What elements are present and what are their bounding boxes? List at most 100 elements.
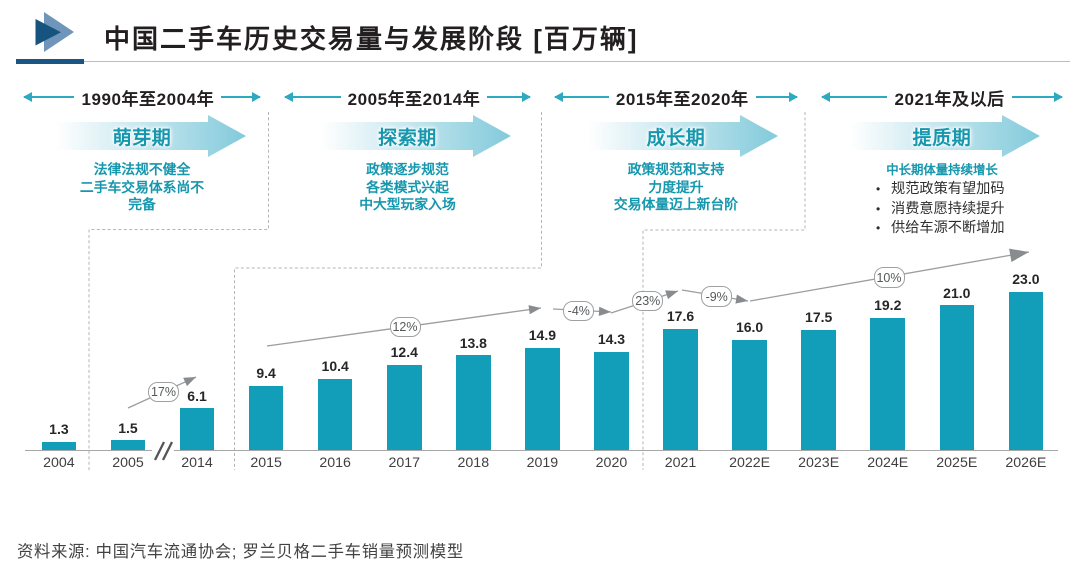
period-range-label: 2015年至2020年: [615, 89, 749, 109]
bar-value-label: 14.9: [528, 327, 556, 344]
bar-2025E: [939, 305, 975, 451]
left-arrow-icon: [554, 92, 609, 101]
bar-2017: [387, 364, 422, 451]
bar-value-label: 16.0: [735, 319, 764, 336]
period-range-label: 1990年至2004年: [81, 89, 215, 109]
trend-arrowhead-icon: [1009, 248, 1029, 262]
axis-break-icon: [152, 440, 174, 461]
stage-name: 探索期: [378, 128, 437, 149]
bar-2019: [525, 347, 560, 451]
source-note: 资料来源: 中国汽车流通协会; 罗兰贝格二手车销量预测模型: [17, 543, 464, 561]
bar-value-label: 23.0: [1012, 271, 1040, 288]
growth-rate-badge: -9%: [701, 286, 733, 307]
x-axis-label: 2023E: [798, 454, 840, 471]
growth-rate-badge: 17%: [148, 381, 179, 403]
bar-value-label: 1.5: [118, 419, 138, 436]
bar-2026E: [1008, 291, 1044, 451]
period-range-header: 2005年至2014年: [284, 86, 531, 109]
x-axis-label: 2016: [319, 454, 351, 471]
bar-2018: [456, 355, 491, 451]
right-arrow-icon: [755, 92, 799, 101]
x-axis-label: 2024E: [867, 454, 909, 471]
title-underline-accent: [16, 58, 84, 64]
stage-arrow-icon: [850, 115, 1040, 157]
left-arrow-icon: [820, 92, 888, 101]
x-axis-label: 2022E: [729, 454, 771, 471]
trend-arrowhead-icon: [735, 294, 748, 304]
stage-name: 萌芽期: [112, 128, 172, 149]
period-section-3: 2015年至2020年成长期政策规范和支持 力度提升 交易体量迈上新台阶: [554, 86, 799, 246]
period-description: 政策逐步规范 各类模式兴起 中大型玩家入场: [359, 162, 456, 213]
period-description: 政策规范和支持 力度提升 交易体量迈上新台阶: [613, 162, 739, 213]
period-description: 法律法规不健全 二手车交易体系尚不 完备: [79, 162, 205, 213]
stage-name: 成长期: [646, 128, 706, 149]
bullet-icon: •: [876, 201, 881, 216]
period-range-header: 2015年至2020年: [554, 86, 799, 109]
x-axis-label: 2015: [250, 454, 282, 471]
bar-value-label: 1.3: [49, 421, 69, 438]
title-underline: [83, 60, 1070, 62]
period-range-label: 2021年及以后: [894, 89, 1005, 109]
bar-2015: [248, 385, 284, 451]
bullet-item: • 供给车源不断增加: [876, 219, 1005, 239]
bar-value-label: 21.0: [943, 284, 971, 301]
trend-arrowhead-icon: [528, 305, 541, 315]
x-axis-label: 2014: [181, 454, 213, 471]
bar-2024E: [870, 317, 905, 451]
bar-2005: [110, 440, 146, 451]
bar-value-label: 6.1: [187, 387, 207, 404]
trend-arrowhead-icon: [598, 306, 611, 316]
bullet-item: • 规范政策有望加码: [876, 180, 1005, 200]
x-axis-label: 2020: [595, 454, 628, 471]
logo-icon: [35, 12, 74, 52]
bar-2004: [41, 441, 77, 451]
right-arrow-icon: [487, 92, 531, 101]
trend-arrowhead-icon: [665, 290, 678, 300]
x-axis-label: 2025E: [936, 454, 978, 471]
left-arrow-icon: [284, 92, 341, 101]
period-bullet-list: • 规范政策有望加码 • 消费意愿持续提升 • 供给车源不断增加: [876, 180, 1005, 239]
trend-arrowhead-icon: [183, 377, 196, 387]
bar-value-label: 17.5: [805, 309, 833, 326]
bar-value-label: 19.2: [874, 297, 902, 314]
bar-value-label: 12.4: [390, 344, 418, 361]
x-axis-label: 2004: [43, 454, 75, 471]
bar-2023E: [801, 329, 836, 451]
period-section-2: 2005年至2014年探索期政策逐步规范 各类模式兴起 中大型玩家入场: [284, 86, 531, 246]
left-arrow-icon: [22, 92, 75, 101]
bar-2021: [663, 328, 698, 451]
bar-2016: [317, 378, 353, 451]
period-range-header: 1990年至2004年: [22, 86, 261, 109]
bullet-item: • 消费意愿持续提升: [876, 200, 1005, 220]
bar-2014: [179, 408, 215, 451]
bar-value-label: 9.4: [256, 365, 276, 382]
right-arrow-icon: [1011, 92, 1064, 101]
x-axis-label: 2005: [112, 454, 144, 471]
period-range-header: 2021年及以后: [820, 86, 1064, 109]
growth-rate-badge: 12%: [389, 316, 421, 338]
bar-value-label: 17.6: [666, 308, 695, 325]
x-axis-label: 2026E: [1005, 454, 1047, 471]
period-section-1: 1990年至2004年萌芽期法律法规不健全 二手车交易体系尚不 完备: [22, 86, 261, 246]
page-title: 中国二手车历史交易量与发展阶段 [百万辆]: [104, 24, 639, 54]
stage-name: 提质期: [912, 128, 972, 149]
growth-rate-badge: 10%: [873, 267, 905, 288]
bar-2022E: [732, 339, 767, 451]
period-description-headline: 中长期体量持续增长: [886, 163, 998, 177]
bullet-icon: •: [876, 182, 881, 196]
growth-rate-badge: -4%: [563, 300, 595, 322]
period-section-4: 2021年及以后提质期中长期体量持续增长 • 规范政策有望加码 • 消费意愿持续提升 • 供…: [820, 86, 1064, 246]
right-arrow-icon: [221, 92, 261, 101]
bar-2020: [594, 351, 629, 451]
x-axis-label: 2018: [457, 454, 490, 471]
period-range-label: 2005年至2014年: [347, 89, 481, 109]
growth-rate-badge: 23%: [632, 290, 664, 312]
x-axis-label: 2021: [664, 454, 697, 471]
x-axis-label: 2019: [526, 454, 559, 471]
x-axis: [25, 449, 1058, 452]
bar-value-label: 13.8: [459, 334, 487, 351]
x-axis-label: 2017: [388, 454, 421, 471]
bar-value-label: 10.4: [321, 358, 349, 375]
bar-value-label: 14.3: [597, 331, 626, 348]
